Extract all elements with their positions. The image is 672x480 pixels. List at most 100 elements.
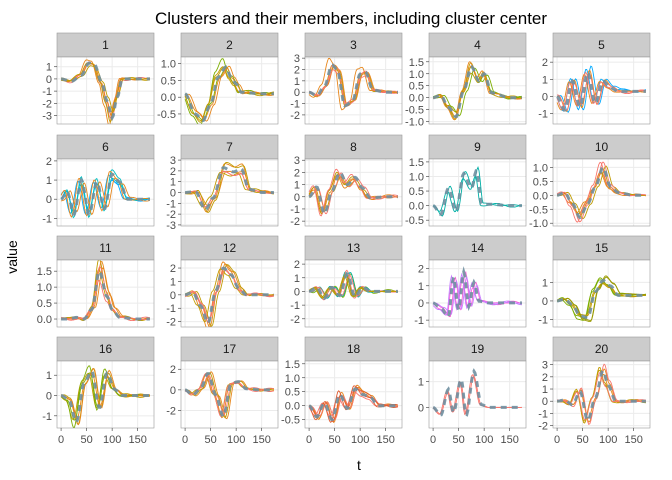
series-group (308, 269, 399, 301)
y-tick-label: 1 (542, 277, 548, 289)
y-tick-label: 0 (46, 194, 52, 206)
member-series-line (184, 267, 275, 324)
facet-panel-10: 10 1.0 0.5 0.0 -0.5 -1.0 (529, 134, 651, 230)
facet-strip-label: 8 (350, 140, 357, 154)
x-tick-label: 100 (351, 434, 369, 446)
x-tick-label: 0 (554, 434, 560, 446)
facet-panel-9: 9 1.5 1.0 0.5 0.0 -0.5 (405, 134, 527, 227)
y-tick-label: 1.0 (533, 162, 548, 174)
cluster-center-line (556, 368, 646, 424)
y-tick-label: 0 (46, 74, 52, 86)
x-tick-label: 100 (599, 434, 617, 446)
panel-border (304, 56, 403, 125)
y-tick-label: 1 (294, 76, 300, 88)
x-tick-label: 0 (306, 434, 312, 446)
facet-strip (180, 235, 279, 261)
member-series-line (184, 268, 274, 323)
cluster-center-line (432, 368, 522, 417)
series-group (184, 261, 275, 327)
cluster-center-line (61, 269, 150, 321)
cluster-center-line (556, 165, 646, 219)
facet-panel-16: 16 1 0 -1 0 50 100 150 (42, 336, 155, 446)
series-group (556, 161, 647, 223)
y-tick-label: -0.5 (529, 204, 548, 216)
y-tick-label: -2 (290, 110, 300, 122)
y-tick-label: -1 (42, 411, 52, 423)
y-tick-label: 1 (294, 180, 300, 192)
y-tick-label: 0 (46, 391, 52, 403)
y-tick-label: 0.5 (409, 186, 424, 198)
facet-strip (304, 134, 403, 160)
series-group (60, 260, 151, 322)
y-tick-label: 1 (418, 281, 424, 293)
facet-strip-label: 1 (102, 38, 109, 52)
y-tick-label: -2 (42, 98, 52, 110)
y-tick-label: 2 (418, 264, 424, 276)
x-tick-label: 150 (252, 434, 270, 446)
x-tick-label: 150 (128, 434, 146, 446)
y-axis-title: value (4, 240, 20, 274)
panel-border (428, 158, 527, 227)
facet-strip-label: 4 (474, 38, 481, 52)
y-tick-label: -1.0 (405, 117, 424, 129)
facet-strip-label: 20 (595, 342, 609, 356)
y-tick-label: 0.0 (409, 201, 424, 213)
panel-border (56, 360, 155, 429)
facet-panel-18: 18 1.5 1.0 0.5 0.0 -0.5 0 50 100 150 (281, 336, 403, 446)
facet-strip-label: 18 (347, 342, 361, 356)
y-tick-label: 1 (542, 74, 548, 86)
series-group (308, 384, 399, 424)
facet-strip-label: 9 (474, 140, 481, 154)
facet-strip-label: 7 (226, 140, 233, 154)
y-tick-label: 0.5 (37, 298, 52, 310)
facet-strip (56, 134, 155, 160)
y-tick-label: 1.0 (409, 171, 424, 183)
y-tick-label: 2 (294, 259, 300, 271)
y-tick-label: 0 (542, 92, 548, 104)
y-tick-label: -3 (42, 110, 52, 122)
y-tick-label: 1.0 (409, 69, 424, 81)
y-tick-label: 0 (294, 286, 300, 298)
facet-panel-12: 12 21 0-1 -2 (166, 235, 279, 329)
y-tick-label: 1.0 (285, 373, 300, 385)
y-tick-label: -1 (290, 300, 300, 312)
facet-strip (180, 134, 279, 160)
panel-border (304, 158, 403, 227)
facet-strip (428, 235, 527, 261)
cluster-center-line (308, 387, 398, 421)
facet-panel-11: 11 1.5 1.0 0.5 0.0 (37, 235, 155, 328)
facet-strip (304, 336, 403, 362)
y-tick-label: 3 (294, 53, 300, 65)
cluster-center-line (184, 65, 274, 123)
y-tick-label: -1 (538, 109, 548, 121)
panel-border (552, 158, 651, 227)
series-group (432, 166, 523, 217)
member-series-line (184, 66, 274, 123)
y-tick-label: -2 (290, 216, 300, 228)
member-series-line (61, 62, 150, 123)
panel-border (56, 259, 155, 328)
x-tick-label: 50 (452, 434, 464, 446)
x-tick-label: 0 (182, 434, 188, 446)
member-series-line (556, 73, 646, 112)
member-series-line (185, 65, 274, 122)
facet-strip (428, 336, 527, 362)
facet-strip (56, 32, 155, 58)
facet-strip-label: 15 (595, 241, 609, 255)
y-tick-label: 2 (294, 64, 300, 76)
panel-border (552, 56, 651, 125)
cluster-center-line (432, 65, 522, 119)
facet-panel-1: 110-1-2-3 (42, 32, 155, 125)
facet-strip (552, 134, 651, 160)
cluster-center-line (60, 369, 150, 425)
panel-border (552, 360, 651, 429)
facet-strip-label: 10 (595, 140, 609, 154)
y-tick-label: 1 (46, 175, 52, 187)
y-tick-label: -1 (290, 99, 300, 111)
y-tick-label: -3 (166, 220, 176, 232)
series-group (556, 363, 647, 426)
cluster-center-line (308, 63, 398, 108)
